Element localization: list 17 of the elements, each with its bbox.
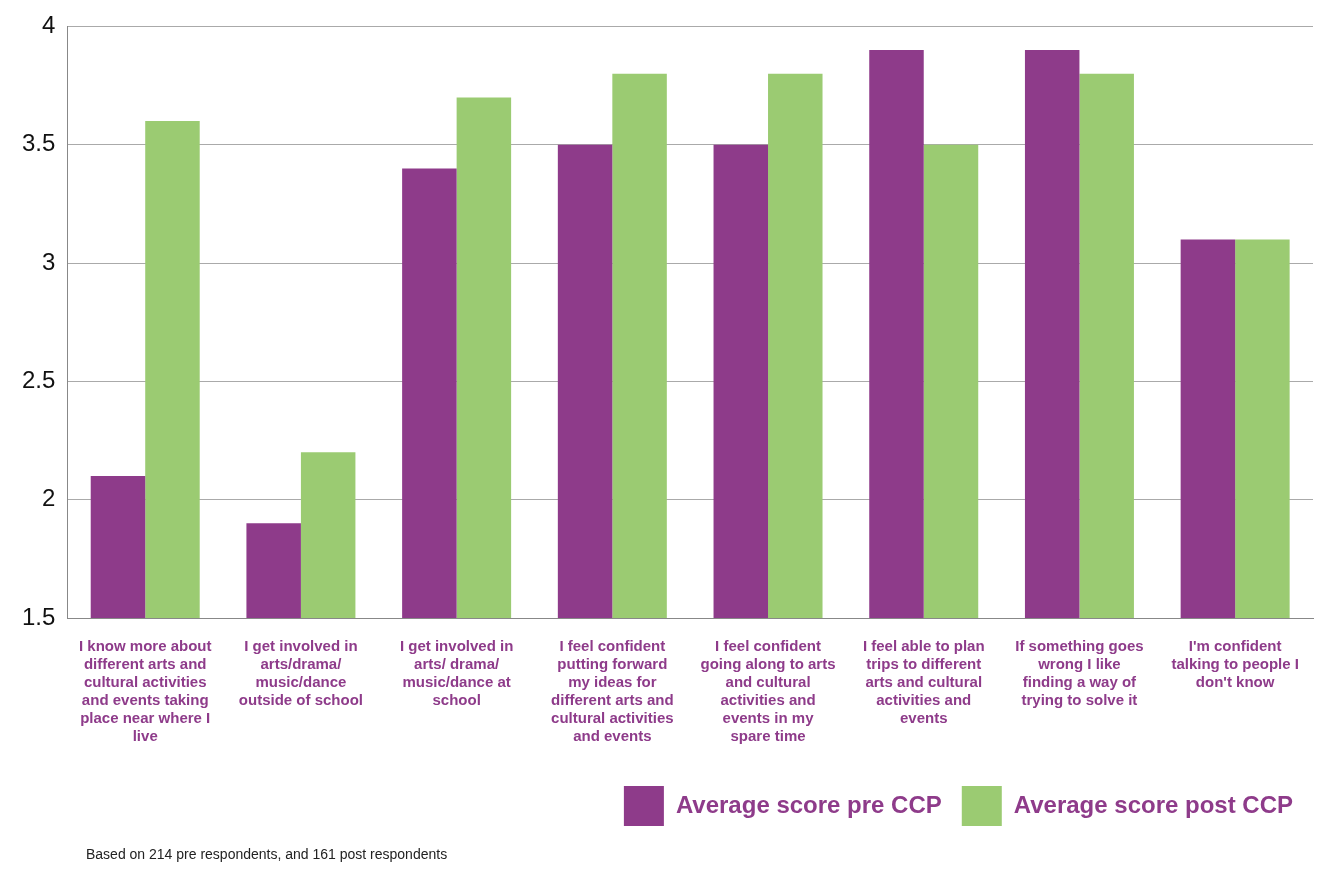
x-tick-label: I feel confident going along to arts and cultural activities and events in my spare time: [700, 637, 836, 745]
y-tick-label: 2.5: [21, 365, 56, 393]
y-tick-label: 3.5: [21, 129, 56, 157]
x-tick-label: I get involved in arts/drama/ music/dance outside of school: [238, 637, 364, 709]
x-tick-label: I get involved in arts/ drama/ music/dance at school: [399, 637, 514, 709]
x-tick-label: I feel able to plan trips to different arts and cultural activities and events: [862, 637, 985, 727]
x-tick-label: I'm confident talking to people I don't know: [1171, 637, 1299, 691]
y-tick-label: 3: [42, 247, 56, 275]
legend-label: Average score pre CCP: [675, 790, 942, 818]
y-tick-label: 4: [42, 11, 56, 39]
y-tick-label: 2: [42, 484, 56, 512]
x-tick-label: I feel confident putting forward my ideas for different arts and cultural activities and events: [551, 637, 674, 745]
y-tick-label: 1.5: [21, 602, 56, 630]
x-tick-label: I know more about different arts and cultural activities and events taking place near where I live: [78, 637, 212, 745]
text: Based on 214 pre respondents, and 161 post respondents: [86, 846, 449, 863]
legend-label: Average score post CCP: [1013, 790, 1294, 818]
x-tick-label: If something goes wrong I like finding a way of trying to solve it: [1015, 637, 1144, 709]
